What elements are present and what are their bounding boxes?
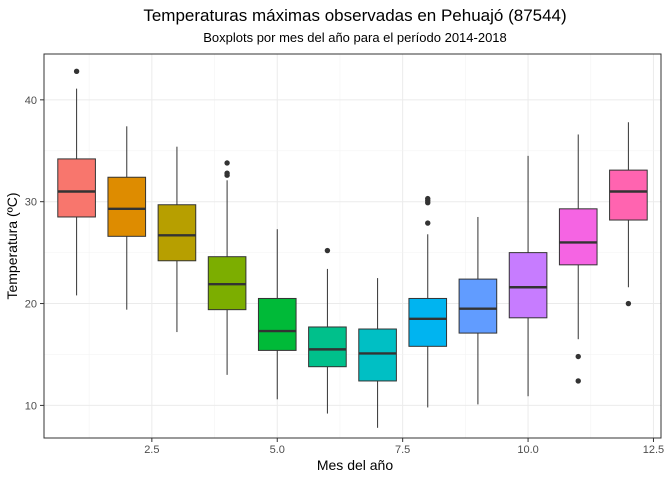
box-iqr — [157, 204, 197, 262]
y-tick-label: 20 — [25, 299, 37, 311]
box-month-6 — [308, 247, 347, 414]
y-axis-title: Temperatura (ºC) — [4, 192, 20, 299]
box-iqr — [508, 252, 548, 319]
x-tick-label: 5.0 — [270, 444, 285, 456]
box-month-3 — [157, 146, 197, 333]
outlier-point — [224, 170, 230, 176]
outlier-point — [575, 378, 581, 384]
x-tick-label: 2.5 — [144, 444, 159, 456]
box-month-2 — [107, 126, 147, 310]
outlier-point — [224, 160, 230, 166]
outlier-point — [324, 247, 331, 254]
box-iqr — [609, 169, 648, 221]
box-month-4 — [207, 160, 247, 375]
box-month-12 — [609, 122, 648, 307]
y-tick-label: 30 — [25, 197, 37, 209]
box-month-1 — [57, 68, 96, 296]
box-series — [57, 68, 648, 428]
outlier-point — [575, 353, 581, 360]
outlier-point — [625, 300, 632, 307]
grid-lines — [44, 54, 661, 438]
box-iqr — [558, 208, 598, 266]
box-iqr — [107, 176, 147, 237]
y-tick-label: 40 — [25, 95, 37, 107]
box-month-7 — [358, 278, 397, 428]
outlier-point — [425, 220, 431, 226]
box-month-11 — [558, 134, 598, 384]
x-axis: 2.5 5.0 7.5 10.0 12.5 — [144, 438, 664, 456]
box-iqr — [57, 158, 96, 218]
box-iqr — [358, 328, 397, 382]
x-tick-label: 10.0 — [517, 444, 538, 456]
box-month-10 — [508, 155, 548, 397]
plot-panel — [43, 53, 662, 439]
x-tick-label: 12.5 — [643, 444, 664, 456]
y-axis: 10 20 30 40 — [25, 95, 44, 412]
chart-subtitle: Boxplots por mes del año para el período… — [203, 30, 507, 45]
box-iqr — [257, 297, 297, 351]
chart-title: Temperaturas máximas observadas en Pehua… — [143, 6, 566, 25]
x-tick-label: 7.5 — [395, 444, 410, 456]
box-month-8 — [408, 195, 448, 408]
box-month-9 — [458, 216, 498, 405]
box-iqr — [408, 297, 448, 347]
box-month-5 — [257, 229, 297, 400]
x-axis-title: Mes del año — [317, 457, 393, 473]
outlier-point — [425, 195, 431, 202]
outlier-point — [73, 68, 80, 75]
y-tick-label: 10 — [25, 400, 37, 412]
box-iqr — [458, 278, 498, 334]
box-iqr — [308, 326, 347, 368]
